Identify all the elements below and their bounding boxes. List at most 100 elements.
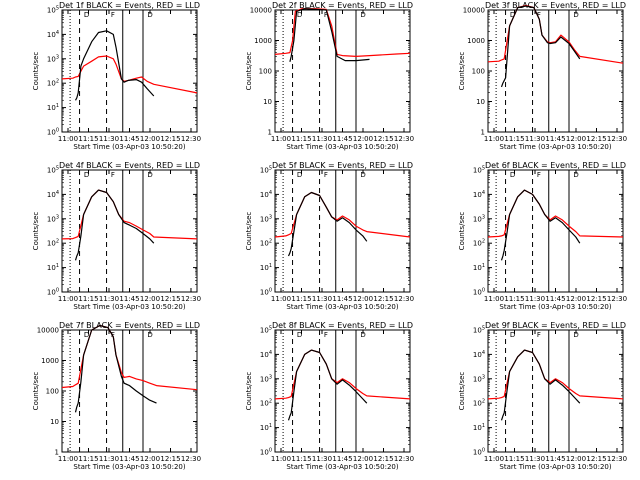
marker-label: D	[147, 171, 152, 179]
y-tick-label: 104	[260, 190, 272, 199]
x-tick-label: 11:45	[332, 295, 352, 303]
y-tick-label: 1	[55, 449, 59, 457]
series-lld-line	[487, 4, 624, 64]
series-events-line	[74, 189, 155, 261]
y-tick-label: 10	[50, 418, 59, 426]
marker-label: D	[573, 331, 578, 339]
series-lld-line	[487, 349, 624, 400]
y-tick-label: 100	[473, 448, 485, 457]
x-tick-label: 11:45	[332, 135, 352, 143]
y-tick-label: 100	[260, 448, 272, 457]
x-tick-label: 12:15	[586, 295, 606, 303]
series-events-line	[500, 5, 581, 88]
y-tick-label: 1	[268, 129, 272, 137]
x-tick-label: 12:30	[394, 455, 414, 463]
y-tick-label: 102	[47, 79, 59, 88]
series-events-line	[287, 191, 368, 257]
x-axis-label: Start Time (03-Apr-03 10:50:20)	[499, 463, 611, 471]
x-tick-label: 11:15	[291, 135, 311, 143]
y-tick-label: 105	[47, 166, 59, 175]
y-tick-label: 103	[473, 214, 485, 223]
y-tick-label: 101	[473, 263, 485, 272]
y-axis-label: Counts/sec	[245, 372, 253, 411]
x-tick-label: 11:30	[312, 455, 332, 463]
x-tick-label: 12:00	[140, 455, 160, 463]
series-lld-line	[487, 189, 624, 238]
x-tick-label: 11:15	[504, 135, 524, 143]
plot-frame	[61, 169, 198, 293]
x-tick-label: 11:00	[58, 295, 78, 303]
y-tick-label: 1000	[467, 37, 485, 45]
marker-label: F	[111, 11, 115, 19]
series-lld-line	[274, 349, 411, 400]
marker-label: D	[573, 11, 578, 19]
series-events-line	[500, 349, 581, 421]
x-tick-label: 12:30	[607, 455, 627, 463]
panel-det-2: Det 2f BLACK = Events, RED = LLD 1 10 100 10…	[245, 1, 414, 151]
marker-label: D	[297, 331, 302, 339]
panel-title: Det 9f BLACK = Events, RED = LLD	[485, 321, 626, 330]
plot-frame	[274, 169, 411, 293]
x-tick-label: 12:30	[181, 455, 201, 463]
marker-label: D	[297, 171, 302, 179]
y-tick-label: 10000	[250, 7, 272, 15]
x-tick-label: 11:15	[78, 295, 98, 303]
y-tick-label: 100	[260, 288, 272, 297]
marker-label: D	[510, 171, 515, 179]
x-tick-label: 12:00	[566, 135, 586, 143]
marker-label: D	[297, 11, 302, 19]
series-lld-line	[61, 55, 198, 94]
x-axis-label: Start Time (03-Apr-03 10:50:20)	[73, 463, 185, 471]
x-tick-label: 12:00	[140, 135, 160, 143]
y-axis-label: Counts/sec	[245, 52, 253, 91]
series-events-line	[289, 8, 370, 62]
plot-frame	[487, 329, 624, 453]
x-tick-label: 12:30	[394, 135, 414, 143]
marker-label: D	[360, 331, 365, 339]
x-tick-label: 11:30	[525, 135, 545, 143]
y-axis-label: Counts/sec	[32, 52, 40, 91]
marker-label: F	[324, 171, 328, 179]
y-tick-label: 103	[47, 54, 59, 63]
y-tick-label: 102	[47, 239, 59, 248]
x-tick-label: 12:30	[607, 135, 627, 143]
y-tick-label: 1	[481, 129, 485, 137]
y-tick-label: 100	[47, 128, 59, 137]
marker-label: D	[147, 11, 152, 19]
y-axis-label: Counts/sec	[458, 372, 466, 411]
marker-label: F	[537, 11, 541, 19]
x-tick-label: 12:00	[566, 455, 586, 463]
x-tick-label: 11:45	[119, 295, 139, 303]
y-tick-label: 10	[476, 98, 485, 106]
x-tick-label: 11:45	[545, 455, 565, 463]
y-tick-label: 102	[260, 239, 272, 248]
panel-title: Det 2f BLACK = Events, RED = LLD	[272, 1, 413, 10]
y-tick-label: 105	[47, 6, 59, 15]
panel-det-6: Det 6f BLACK = Events, RED = LLD 100 101 10…	[458, 161, 627, 311]
marker-label: D	[510, 331, 515, 339]
x-tick-label: 11:15	[504, 455, 524, 463]
x-tick-label: 12:15	[160, 135, 180, 143]
x-tick-label: 11:00	[484, 135, 504, 143]
series-events-line	[500, 189, 581, 261]
series-lld-line	[61, 189, 198, 240]
panel-title: Det 5f BLACK = Events, RED = LLD	[272, 161, 413, 170]
marker-label: F	[537, 331, 541, 339]
x-tick-label: 12:30	[607, 295, 627, 303]
y-tick-label: 104	[473, 350, 485, 359]
y-tick-label: 100	[473, 288, 485, 297]
y-tick-label: 1000	[254, 37, 272, 45]
y-tick-label: 103	[260, 214, 272, 223]
panel-det-3: Det 3f BLACK = Events, RED = LLD 1 10 100 10…	[458, 1, 627, 151]
plot-frame	[274, 329, 411, 453]
y-tick-label: 103	[260, 374, 272, 383]
panel-title: Det 6f BLACK = Events, RED = LLD	[485, 161, 626, 170]
y-tick-label: 103	[473, 374, 485, 383]
x-axis-label: Start Time (03-Apr-03 10:50:20)	[499, 303, 611, 311]
panel-title: Det 7f BLACK = Events, RED = LLD	[59, 321, 200, 330]
y-tick-label: 104	[47, 190, 59, 199]
x-tick-label: 11:30	[312, 135, 332, 143]
y-tick-label: 105	[473, 326, 485, 335]
series-lld-line	[61, 324, 198, 391]
marker-label: F	[111, 171, 115, 179]
